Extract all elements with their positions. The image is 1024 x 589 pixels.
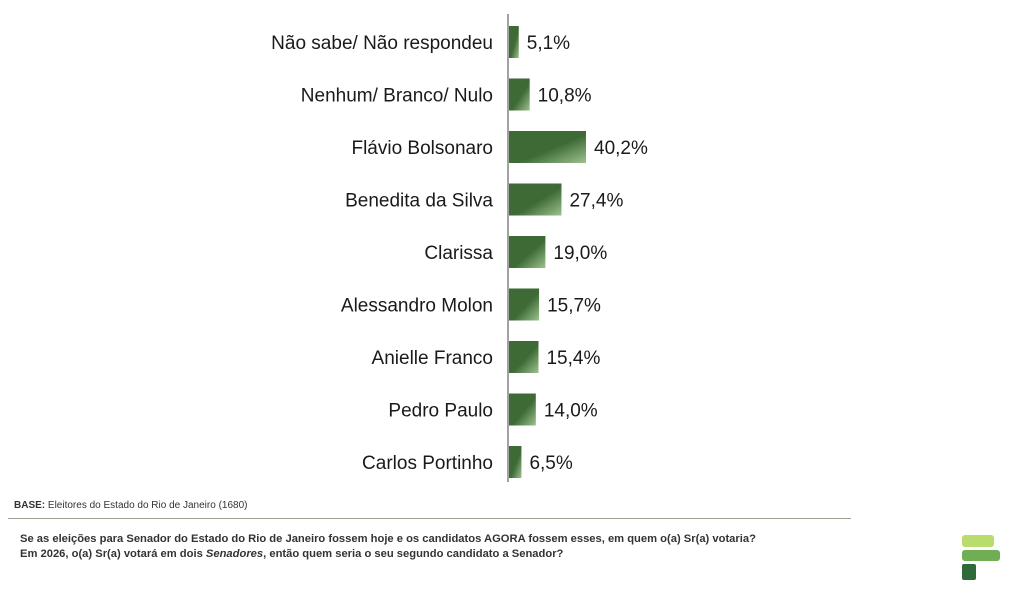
bar-8 <box>509 446 522 478</box>
value-label-5: 15,7% <box>547 296 601 317</box>
logo-stripe-bottom <box>962 564 976 580</box>
bar-5 <box>509 288 540 321</box>
category-label-5: Alessandro Molon <box>341 296 493 317</box>
value-label-7: 14,0% <box>544 401 598 422</box>
category-label-6: Anielle Franco <box>372 348 493 369</box>
value-label-4: 19,0% <box>553 243 607 264</box>
value-label-2: 40,2% <box>594 138 648 159</box>
category-label-4: Clarissa <box>424 243 493 264</box>
base-note: BASE: Eleitores do Estado do Rio de Jane… <box>14 500 247 511</box>
bar-series: Não sabe/ Não respondeu 5,1% Nenhum/ Branc… <box>271 26 648 478</box>
footer-divider <box>8 518 851 519</box>
value-label-6: 15,4% <box>546 348 600 369</box>
value-label-3: 27,4% <box>569 191 623 212</box>
bar-chart: Não sabe/ Não respondeu 5,1% Nenhum/ Branc… <box>271 14 648 482</box>
category-label-7: Pedro Paulo <box>388 401 493 422</box>
logo-stripe-top <box>962 535 994 547</box>
category-label-1: Nenhum/ Branco/ Nulo <box>301 86 493 107</box>
question-line-2-end: , então quem seria o seu segundo candida… <box>263 548 564 560</box>
survey-question: Se as eleições para Senador do Estado do… <box>20 532 920 562</box>
base-label: BASE: <box>14 500 46 511</box>
value-label-0: 5,1% <box>527 33 570 54</box>
base-text: Eleitores do Estado do Rio de Janeiro (1… <box>47 500 248 511</box>
category-label-8: Carlos Portinho <box>362 453 493 474</box>
question-line-2-emphasis: Senadores <box>205 548 264 560</box>
bar-6 <box>509 341 539 373</box>
question-line-2-start: Em 2026, o(a) Sr(a) votará em dois <box>20 548 206 560</box>
bar-1 <box>509 78 530 111</box>
bar-3 <box>509 183 562 216</box>
logo-stripe-middle <box>962 550 1000 561</box>
bar-7 <box>509 393 536 426</box>
question-line-1: Se as eleições para Senador do Estado do… <box>20 533 756 545</box>
category-label-0: Não sabe/ Não respondeu <box>271 33 493 54</box>
category-label-3: Benedita da Silva <box>345 191 493 212</box>
value-label-1: 10,8% <box>538 86 592 107</box>
question-line-2: Em 2026, o(a) Sr(a) votará em dois Senad… <box>20 547 920 562</box>
bar-0 <box>509 26 519 58</box>
brand-logo-icon <box>962 535 1000 580</box>
category-label-2: Flávio Bolsonaro <box>351 138 493 159</box>
value-label-8: 6,5% <box>529 453 572 474</box>
bar-4 <box>509 236 546 268</box>
bar-2 <box>509 131 586 163</box>
